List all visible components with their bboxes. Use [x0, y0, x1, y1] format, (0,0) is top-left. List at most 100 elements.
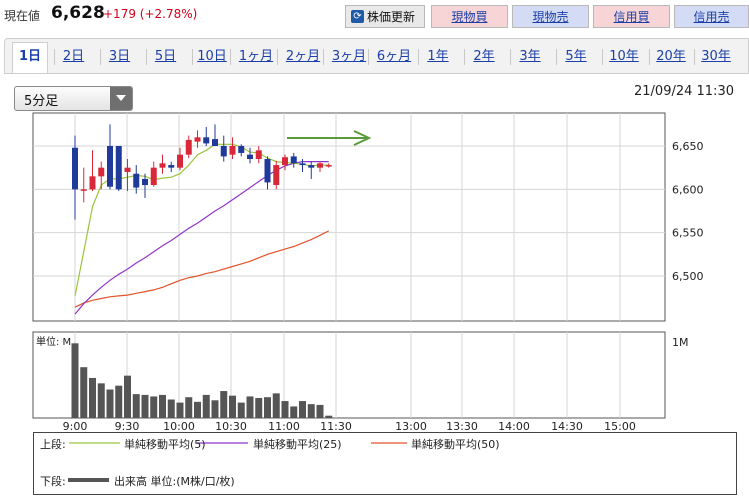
x-tick-label: 13:00	[395, 420, 427, 433]
tab-separator	[54, 49, 55, 65]
sell-margin-button[interactable]: 信用売	[674, 5, 749, 28]
volume-bar	[290, 406, 298, 418]
candle-body	[133, 173, 140, 188]
tab-separator	[368, 49, 369, 65]
volume-bar	[124, 375, 131, 418]
tab-7[interactable]: 3ヶ月	[331, 49, 367, 64]
tab-1d[interactable]: 1日	[18, 49, 42, 64]
volume-bar	[194, 401, 201, 418]
candle-body	[255, 150, 262, 159]
price-panel-frame	[32, 112, 666, 322]
candle-body	[194, 137, 201, 142]
legend-ma5: 単純移動平均(5)	[124, 438, 206, 451]
volume-bar	[307, 404, 315, 418]
candle-body	[98, 167, 105, 177]
period-tab-bar	[4, 38, 749, 74]
candle-body	[299, 163, 306, 166]
tab-8[interactable]: 6ヶ月	[376, 49, 412, 64]
x-tick-label: 14:30	[551, 420, 583, 433]
y-tick-label: 6,600	[672, 183, 704, 196]
legend-ma25: 単純移動平均(25)	[253, 438, 342, 451]
price-label: 現在値	[4, 9, 41, 23]
candle-body	[273, 165, 280, 185]
x-tick-label: 9:00	[63, 420, 88, 433]
tab-separator	[146, 49, 147, 65]
buy-cash-button[interactable]: 現物買	[431, 5, 508, 28]
candle-body	[229, 146, 236, 155]
volume-bar	[176, 402, 184, 418]
y-tick-label: 6,550	[672, 227, 704, 240]
candle-body	[89, 176, 96, 190]
tab-13[interactable]: 10年	[609, 49, 639, 64]
current-price: 6,628	[51, 3, 105, 23]
volume-bar	[264, 397, 271, 418]
tab-1[interactable]: 2日	[62, 49, 85, 64]
ma25-line	[74, 161, 329, 315]
candle-body	[238, 146, 245, 153]
candle-body	[247, 154, 253, 159]
volume-bar	[132, 394, 140, 418]
price-change: +179 (+2.78%)	[103, 7, 198, 21]
candle-body	[107, 146, 113, 187]
sell-cash-button[interactable]: 現物売	[512, 5, 589, 28]
candle-body	[168, 165, 175, 168]
tab-10[interactable]: 2年	[473, 49, 495, 64]
tab-separator	[323, 49, 324, 65]
volume-bar	[272, 393, 280, 418]
chevron-down-icon[interactable]	[110, 87, 132, 110]
tab-separator	[230, 49, 231, 65]
volume-bar	[229, 395, 236, 418]
buy-margin-button[interactable]: 信用買	[593, 5, 670, 28]
candle-body	[150, 167, 157, 185]
candle-body	[115, 146, 122, 190]
tab-separator	[510, 49, 511, 65]
tab-15[interactable]: 30年	[701, 49, 731, 64]
tab-separator	[649, 49, 650, 65]
refresh-label: 株価更新	[366, 10, 415, 24]
candle-body	[124, 167, 131, 172]
x-tick-label: 10:30	[215, 420, 247, 433]
x-tick-label: 15:00	[604, 420, 636, 433]
candle-body	[290, 156, 297, 164]
tab-12[interactable]: 5年	[565, 49, 587, 64]
volume-bar	[141, 394, 149, 418]
tab-4[interactable]: 10日	[197, 49, 227, 64]
tab-separator	[694, 49, 695, 65]
tab-separator	[418, 49, 419, 65]
volume-tick-label: 1M	[672, 336, 689, 349]
legend-lower-label: 下段:	[40, 475, 66, 488]
refresh-price-button[interactable]: ⟳ 株価更新	[345, 5, 425, 28]
tab-2[interactable]: 3日	[108, 49, 131, 64]
volume-bar	[316, 404, 324, 418]
tab-separator	[100, 49, 101, 65]
tab-6[interactable]: 2ヶ月	[285, 49, 321, 64]
tab-separator	[602, 49, 603, 65]
trend-arrow	[287, 130, 372, 146]
candle-body	[72, 147, 78, 190]
y-tick-label: 6,650	[672, 140, 704, 153]
volume-bar	[299, 401, 306, 418]
volume-bar	[97, 383, 105, 418]
x-tick-label: 9:30	[115, 420, 140, 433]
legend-upper-label: 上段:	[40, 438, 66, 451]
tab-11[interactable]: 3年	[519, 49, 541, 64]
legend-volume: 出来高 単位:(M株/口/枚)	[114, 475, 235, 488]
candle-body	[308, 165, 315, 168]
interval-select-value: 5分足	[24, 94, 59, 109]
candle-body	[142, 178, 148, 185]
tab-3[interactable]: 5日	[154, 49, 177, 64]
x-tick-label: 11:30	[320, 420, 352, 433]
candle-body	[80, 189, 87, 191]
refresh-icon: ⟳	[351, 10, 364, 23]
volume-bar	[220, 391, 228, 418]
tab-5[interactable]: 1ヶ月	[238, 49, 274, 64]
tab-9[interactable]: 1年	[427, 49, 449, 64]
tab-14[interactable]: 20年	[656, 49, 686, 64]
as-of-timestamp: 21/09/24 11:30	[634, 84, 734, 99]
volume-bar	[80, 367, 88, 418]
tab-separator	[192, 49, 193, 65]
candle-body	[212, 139, 218, 146]
ma50-line	[74, 230, 330, 308]
tab-separator	[556, 49, 557, 65]
